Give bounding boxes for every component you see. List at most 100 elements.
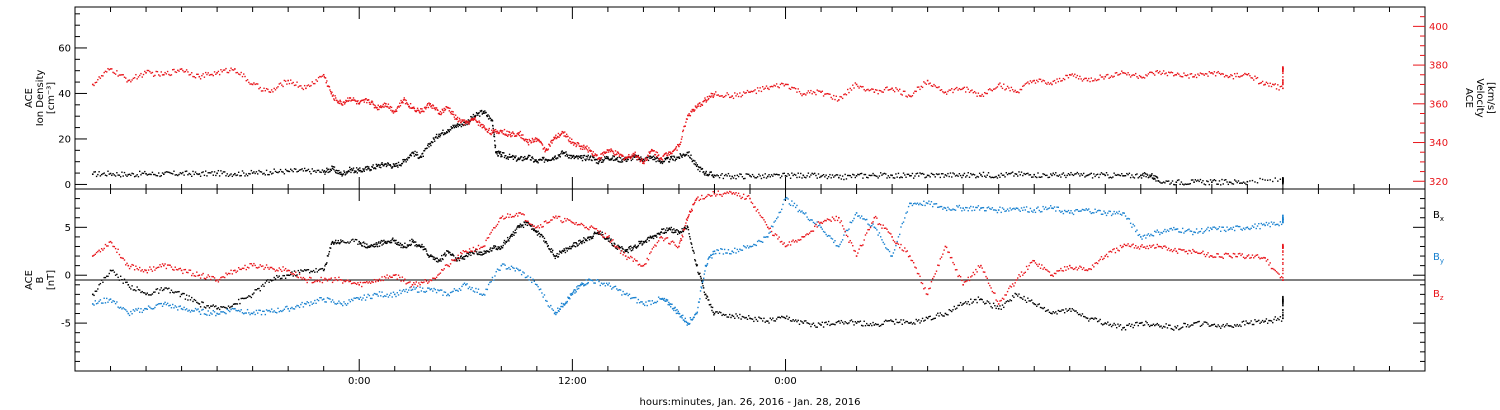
data-point [1017, 295, 1019, 297]
density-axis-label-line2: Ion Density [35, 70, 46, 127]
data-point [1118, 73, 1120, 76]
data-point [1259, 82, 1261, 84]
data-point [204, 71, 207, 74]
data-point [201, 171, 203, 174]
data-point [839, 322, 841, 324]
data-point [1100, 172, 1103, 174]
data-point [352, 99, 354, 101]
data-point [705, 265, 707, 268]
data-point [802, 93, 805, 95]
data-point [269, 310, 272, 313]
data-point [1060, 211, 1062, 213]
data-point [536, 139, 539, 141]
data-point [575, 242, 577, 244]
data-point [1095, 317, 1098, 320]
data-point [490, 133, 492, 136]
data-point [641, 158, 643, 160]
data-point [624, 293, 627, 296]
data-point [798, 90, 801, 93]
data-point [611, 288, 613, 290]
data-point [1006, 300, 1009, 302]
data-point [407, 289, 410, 291]
data-point [675, 231, 677, 233]
data-point [335, 97, 337, 99]
data-point [930, 85, 933, 87]
data-point [706, 264, 708, 266]
data-point [201, 309, 203, 311]
data-point [244, 297, 246, 300]
data-point [603, 151, 605, 153]
data-point [681, 136, 683, 138]
data-point [352, 97, 355, 99]
data-point [928, 200, 930, 202]
data-point [486, 130, 489, 133]
data-point [338, 300, 340, 302]
data-point [192, 170, 194, 173]
data-point [583, 284, 586, 286]
data-point [141, 172, 143, 174]
data-point [327, 171, 329, 174]
data-point [513, 234, 515, 236]
data-point [1096, 320, 1099, 323]
data-point [1151, 173, 1153, 175]
data-point [170, 289, 173, 291]
data-point [722, 313, 725, 316]
data-point [328, 297, 330, 300]
data-point [640, 160, 642, 162]
data-point [1155, 231, 1157, 233]
data-point [576, 155, 578, 157]
data-point [708, 173, 711, 175]
data-point [373, 107, 376, 109]
data-point [891, 255, 893, 257]
data-point [1072, 75, 1075, 77]
data-point [567, 135, 569, 138]
data-point [426, 253, 428, 255]
data-point [1071, 308, 1073, 310]
data-point [1034, 176, 1037, 178]
data-point [320, 268, 322, 270]
data-point [207, 172, 209, 174]
data-point [99, 77, 102, 79]
data-point [748, 173, 750, 176]
data-point [731, 314, 734, 317]
data-point [128, 79, 131, 81]
data-point [326, 167, 328, 170]
data-point [580, 157, 583, 160]
data-point [626, 292, 628, 295]
data-point [496, 151, 498, 154]
data-point [678, 232, 681, 235]
data-point [236, 174, 239, 176]
data-point [1065, 210, 1067, 213]
data-point [879, 236, 882, 238]
data-point [765, 177, 768, 179]
data-point [914, 202, 916, 204]
data-point [421, 108, 423, 110]
data-point [1112, 324, 1114, 326]
data-point [1176, 325, 1179, 327]
data-point [685, 121, 687, 123]
data-point [240, 309, 242, 311]
data-point [523, 272, 525, 274]
data-point [166, 70, 169, 73]
data-point [1047, 81, 1049, 84]
data-point [702, 285, 704, 287]
data-point [617, 160, 620, 163]
data-point [156, 175, 159, 177]
data-point [850, 221, 853, 224]
data-point [581, 241, 584, 243]
data-point [171, 173, 174, 175]
data-point [961, 88, 963, 91]
data-point [328, 253, 330, 255]
data-point [1075, 208, 1077, 211]
data-point [472, 290, 475, 292]
data-point [1075, 310, 1077, 312]
data-point [1282, 76, 1284, 78]
data-point [1019, 88, 1021, 91]
data-point [914, 323, 916, 325]
data-point [306, 169, 308, 172]
data-point [1249, 322, 1251, 324]
data-point [253, 171, 255, 173]
data-point [402, 99, 405, 101]
data-point [1071, 73, 1073, 75]
data-point [529, 276, 532, 279]
